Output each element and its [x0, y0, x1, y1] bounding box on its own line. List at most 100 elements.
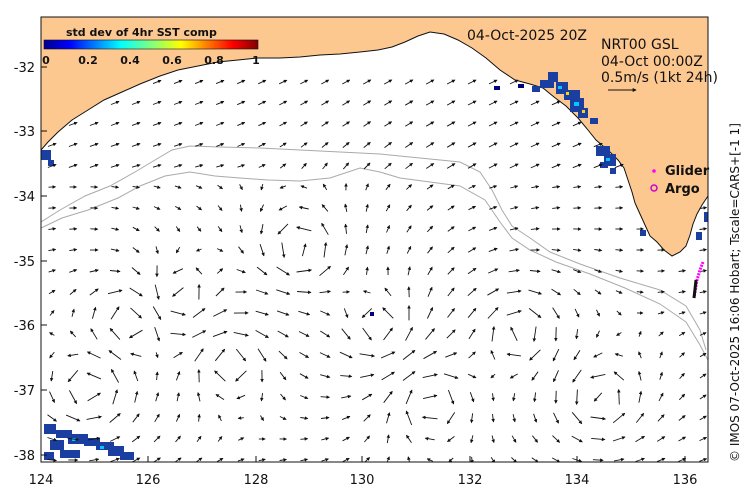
- current-arrow: [699, 332, 707, 336]
- current-arrow: [49, 370, 54, 382]
- current-arrow: [506, 309, 522, 316]
- current-arrow: [48, 269, 56, 273]
- current-arrow: [342, 100, 351, 106]
- current-arrow: [259, 204, 265, 212]
- current-arrow: [237, 164, 246, 168]
- current-arrow: [173, 79, 183, 85]
- current-arrow: [155, 352, 159, 359]
- current-arrow: [699, 415, 707, 421]
- current-arrow: [134, 390, 139, 403]
- current-arrow: [467, 121, 477, 127]
- current-arrow: [386, 434, 390, 444]
- current-arrow: [320, 330, 331, 338]
- current-arrow: [528, 308, 542, 318]
- current-arrow: [446, 121, 456, 127]
- current-arrow: [613, 371, 625, 381]
- current-arrow: [217, 268, 224, 274]
- current-arrow: [47, 437, 58, 442]
- current-arrow: [217, 226, 223, 233]
- current-arrow: [656, 457, 666, 462]
- current-arrow: [194, 121, 204, 126]
- current-arrow: [425, 328, 435, 340]
- current-arrow: [637, 370, 642, 381]
- current-arrow: [506, 289, 522, 294]
- current-arrow: [491, 435, 495, 444]
- current-arrow: [699, 206, 708, 210]
- current-arrow: [341, 328, 351, 340]
- current-arrow: [426, 205, 434, 211]
- current-arrow: [112, 389, 119, 405]
- current-arrow: [342, 457, 350, 462]
- current-arrow: [382, 307, 394, 319]
- current-arrow: [152, 142, 162, 147]
- current-arrow: [276, 289, 291, 295]
- current-arrow: [551, 121, 561, 127]
- current-arrow: [216, 457, 224, 462]
- current-arrow: [233, 331, 249, 337]
- colorbar-tick: 0.4: [120, 54, 140, 67]
- current-arrow: [446, 412, 456, 425]
- current-arrow: [343, 308, 349, 319]
- current-arrow: [321, 458, 329, 462]
- current-arrow: [468, 226, 477, 232]
- current-arrow: [153, 206, 161, 210]
- current-arrow: [528, 289, 542, 295]
- current-arrow: [551, 142, 561, 148]
- current-arrow: [552, 435, 561, 443]
- x-tick-label: 126: [136, 473, 161, 488]
- current-arrow: [194, 348, 204, 362]
- current-arrow: [614, 457, 625, 462]
- current-arrow: [381, 371, 395, 381]
- credit-text: © IMOS 07-Oct-2025 16:06 Hobart; Tscale=…: [728, 123, 742, 462]
- current-arrow: [365, 203, 369, 212]
- current-arrow: [383, 79, 393, 85]
- current-arrow: [47, 414, 57, 422]
- current-arrow: [529, 269, 541, 273]
- current-arrow: [361, 393, 373, 401]
- y-tick-label: -38: [14, 449, 35, 464]
- current-arrow: [343, 266, 349, 276]
- colorbar-tick: 0.6: [162, 54, 182, 67]
- current-arrow: [678, 290, 686, 294]
- current-arrow: [196, 205, 202, 211]
- current-arrow: [172, 287, 184, 297]
- current-arrow: [131, 267, 141, 275]
- current-arrow: [488, 121, 498, 127]
- current-arrow: [384, 162, 392, 170]
- current-arrow: [614, 352, 623, 357]
- current-arrow: [89, 121, 99, 126]
- current-arrow: [638, 330, 642, 337]
- current-arrow: [89, 457, 100, 462]
- current-arrow: [512, 393, 516, 402]
- current-arrow: [342, 162, 350, 170]
- current-arrow: [320, 310, 331, 316]
- current-arrow: [508, 268, 520, 273]
- current-arrow: [489, 205, 498, 210]
- current-arrow: [424, 436, 435, 441]
- current-arrow: [299, 352, 310, 358]
- current-arrow: [425, 100, 435, 106]
- current-arrow: [679, 372, 685, 379]
- current-arrow: [363, 100, 372, 106]
- current-arrow: [678, 457, 687, 462]
- current-arrow: [237, 100, 246, 106]
- current-arrow: [107, 289, 123, 295]
- current-arrow: [447, 308, 455, 318]
- current-arrow: [487, 288, 500, 296]
- current-arrow: [491, 414, 495, 423]
- current-arrow: [237, 121, 246, 127]
- current-arrow: [192, 308, 206, 318]
- current-arrow: [612, 436, 626, 442]
- current-arrow: [48, 248, 57, 252]
- current-arrow: [300, 79, 309, 85]
- current-arrow: [552, 206, 561, 210]
- current-arrow: [572, 163, 582, 169]
- current-arrow: [196, 435, 202, 443]
- current-arrow: [363, 162, 371, 170]
- current-arrow: [422, 394, 438, 400]
- current-arrow: [281, 242, 286, 258]
- current-arrow: [386, 456, 390, 462]
- current-arrow: [320, 374, 331, 379]
- current-arrow: [699, 227, 708, 231]
